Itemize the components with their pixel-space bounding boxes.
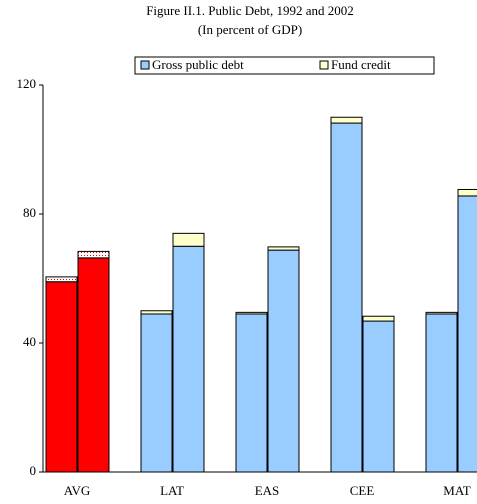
y-tick-label: 40 xyxy=(23,334,36,349)
fund-bar xyxy=(267,246,300,251)
debt-bar xyxy=(330,122,363,473)
fund-bar xyxy=(140,310,173,315)
fund-bar xyxy=(425,311,458,315)
debt-bar xyxy=(172,245,205,473)
legend-box xyxy=(134,56,435,75)
fund-bar xyxy=(235,311,268,315)
debt-bar xyxy=(45,281,78,473)
debt-bar xyxy=(267,249,300,473)
legend-swatch xyxy=(319,60,329,70)
debt-bar xyxy=(77,257,110,473)
fund-bar xyxy=(172,232,205,247)
fund-bar xyxy=(362,315,395,322)
fund-bar xyxy=(45,276,78,283)
chart-subtitle: (In percent of GDP) xyxy=(198,22,302,37)
chart-title: Figure II.1. Public Debt, 1992 and 2002 xyxy=(146,3,354,18)
x-tick-label: LAT xyxy=(160,483,184,498)
legend-label: Gross public debt xyxy=(152,57,244,72)
x-tick-label: CEE xyxy=(350,483,375,498)
y-tick-label: 80 xyxy=(23,205,36,220)
fund-bar xyxy=(330,116,363,124)
fund-bar xyxy=(77,250,110,259)
debt-bar xyxy=(235,313,268,473)
x-tick-label: MAT xyxy=(443,483,471,498)
y-tick-label: 120 xyxy=(17,76,37,91)
fund-bar xyxy=(457,188,477,197)
x-tick-label: AVG xyxy=(64,483,91,498)
debt-bar xyxy=(457,195,477,473)
y-tick-label: 0 xyxy=(30,463,37,478)
debt-bar xyxy=(425,313,458,473)
x-tick-label: EAS xyxy=(255,483,280,498)
debt-bar xyxy=(140,313,173,473)
legend-label: Fund credit xyxy=(331,57,391,72)
legend-swatch xyxy=(140,60,150,70)
debt-bar xyxy=(362,320,395,473)
